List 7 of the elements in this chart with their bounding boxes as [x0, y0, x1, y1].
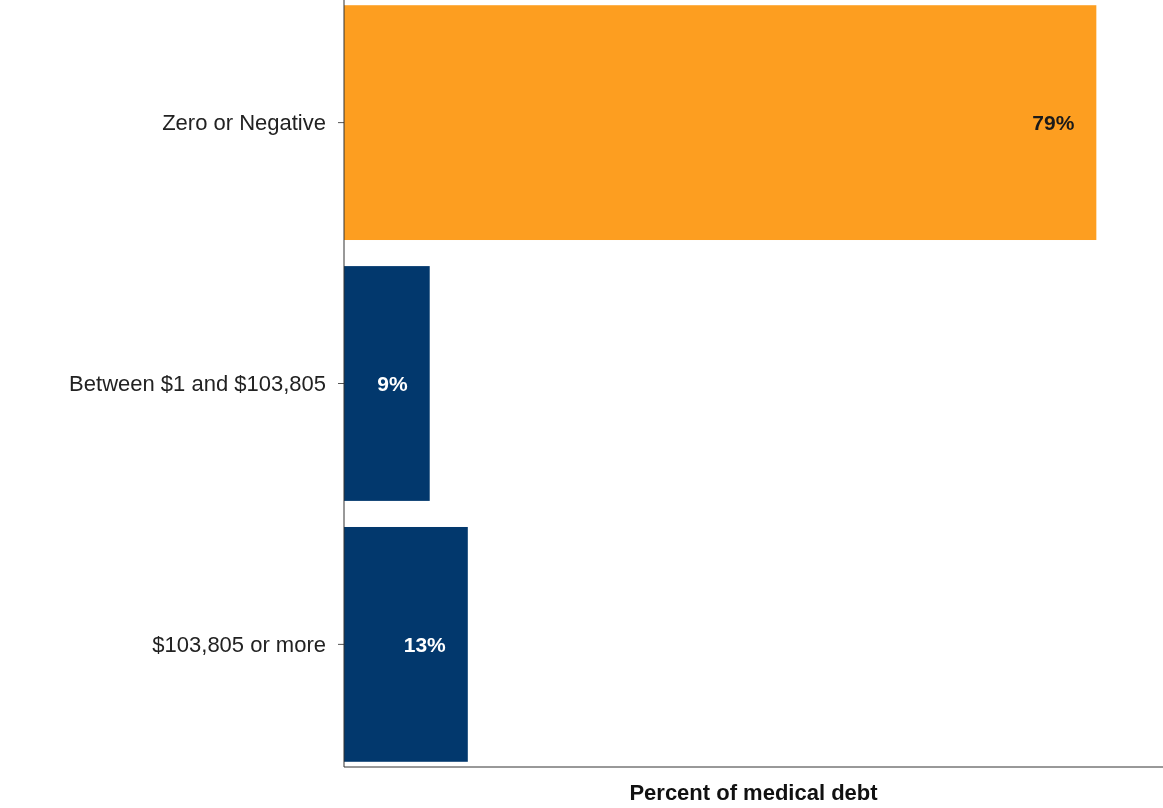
data-label: 13%: [403, 632, 447, 656]
y-tick-label: Zero or Negative: [162, 110, 326, 136]
data-label: 79%: [1032, 110, 1075, 134]
x-axis-title: Percent of medical debt: [629, 780, 879, 805]
y-tick-label: Between $1 and $103,805: [69, 371, 326, 397]
data-label: 9%: [377, 371, 409, 395]
y-tick-label: $103,805 or more: [152, 632, 326, 658]
